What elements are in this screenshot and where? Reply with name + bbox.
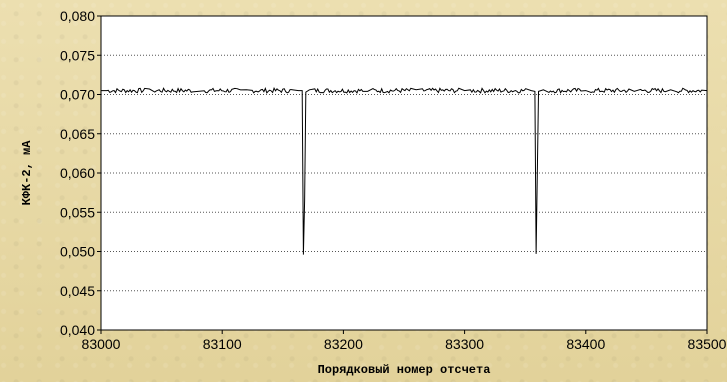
x-tick-label: 83000	[82, 336, 121, 352]
x-tick-labels: 83000 83100 83200 83300 83400 83500	[82, 330, 727, 352]
y-tick-label: 0,070	[60, 87, 95, 103]
x-tick-label: 83100	[203, 336, 242, 352]
y-tick-labels: 0,080 0,075 0,070 0,065 0,060 0,055 0,050 0,045…	[60, 8, 101, 338]
x-tick-label: 83400	[566, 336, 605, 352]
y-tick-label: 0,060	[60, 165, 95, 181]
y-tick-label: 0,075	[60, 47, 95, 63]
y-tick-label: 0,040	[60, 322, 95, 338]
y-tick-label: 0,080	[60, 8, 95, 24]
y-axis-label: КФК-2, мА	[20, 140, 34, 206]
x-tick-label: 83500	[688, 336, 727, 352]
grid-lines-overlay	[101, 54, 707, 292]
y-tick-label: 0,045	[60, 283, 95, 299]
y-tick-label: 0,050	[60, 244, 95, 260]
x-tick-label: 83300	[445, 336, 484, 352]
x-tick-label: 83200	[324, 336, 363, 352]
series-line	[100, 87, 708, 255]
y-tick-label: 0,065	[60, 126, 95, 142]
x-axis-label: Порядковый номер отсчета	[318, 363, 491, 377]
y-tick-label: 0,055	[60, 204, 95, 220]
